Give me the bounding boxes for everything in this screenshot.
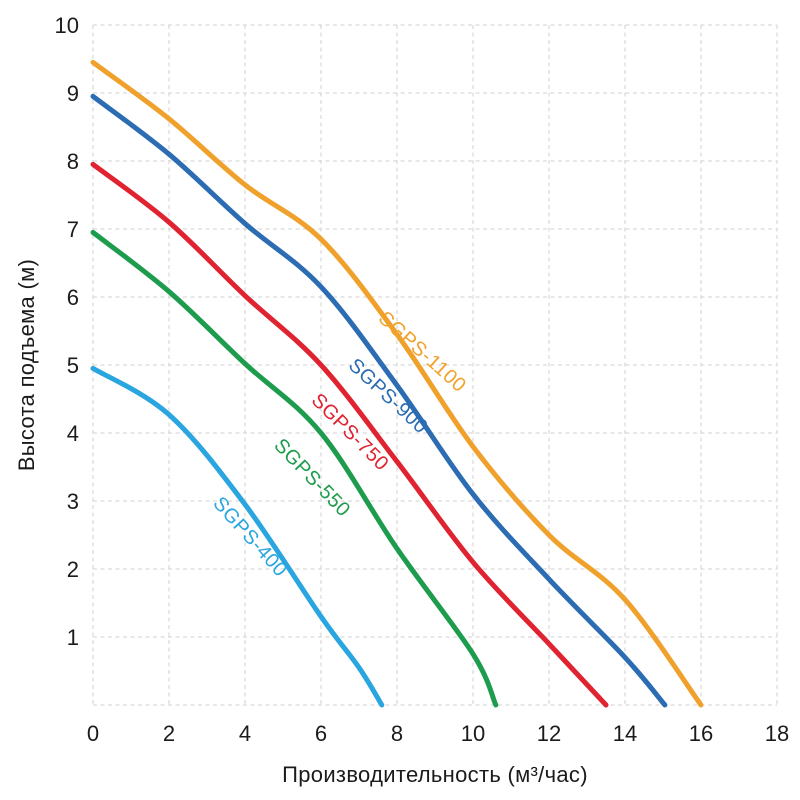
curve-SGPS-400 [90, 365, 385, 708]
x-tick-label: 2 [163, 721, 175, 746]
x-tick-label: 4 [239, 721, 251, 746]
y-axis-title: Высота подъема (м) [14, 258, 39, 472]
curve-label-SGPS-550: SGPS-550 [269, 434, 354, 521]
x-tick-label: 8 [391, 721, 403, 746]
curve-SGPS-550 [90, 229, 499, 708]
curve-SGPS-900 [90, 93, 668, 708]
x-tick-label: 18 [765, 721, 789, 746]
y-tick-label: 2 [67, 557, 79, 582]
y-tick-label: 9 [67, 81, 79, 106]
curve-SGPS-1100 [90, 59, 704, 708]
x-tick-label: 10 [461, 721, 485, 746]
x-tick-label: 6 [315, 721, 327, 746]
y-tick-label: 4 [67, 421, 79, 446]
y-tick-label: 8 [67, 149, 79, 174]
x-tick-label: 0 [87, 721, 99, 746]
x-tick-label: 14 [613, 721, 637, 746]
x-tick-label: 16 [689, 721, 713, 746]
curve-SGPS-750 [90, 161, 609, 708]
curve-label-SGPS-400: SGPS-400 [208, 493, 291, 582]
x-axis-title: Производительность (м³/час) [282, 762, 588, 787]
y-tick-label: 3 [67, 489, 79, 514]
y-tick-label: 6 [67, 285, 79, 310]
x-tick-label: 12 [537, 721, 561, 746]
y-tick-label: 1 [67, 625, 79, 650]
y-tick-label: 5 [67, 353, 79, 378]
y-tick-label: 7 [67, 217, 79, 242]
y-tick-label: 10 [55, 13, 79, 38]
